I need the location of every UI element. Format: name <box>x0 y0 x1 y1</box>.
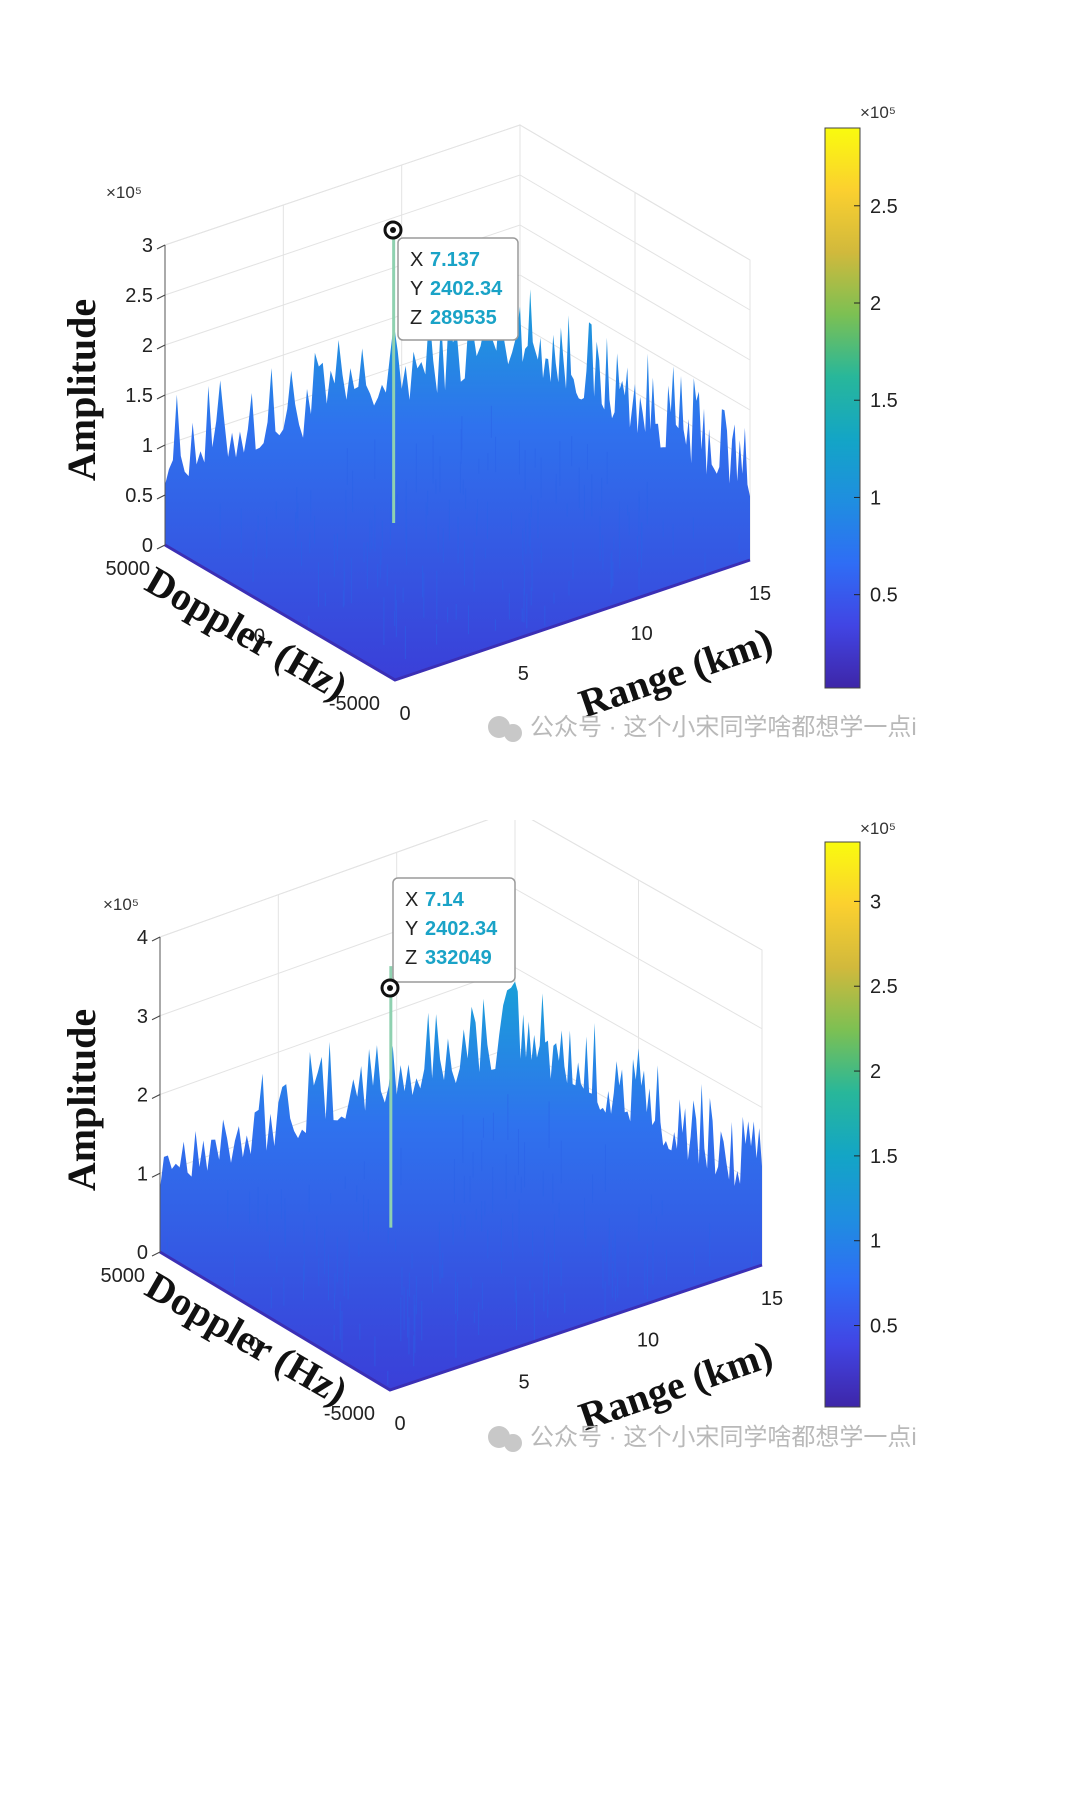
z-tick-label: 2 <box>142 335 153 357</box>
z-tick-label: 2 <box>137 1085 148 1107</box>
y-tick-label: -5000 <box>329 693 380 715</box>
z-tick <box>156 544 166 550</box>
y-tick-label: 5000 <box>106 558 151 580</box>
surface-texture <box>166 1094 753 1385</box>
x-tick-label: 0 <box>399 703 410 725</box>
x-tick-label: 0 <box>394 1413 405 1435</box>
colorbar-tick-label: 0.5 <box>870 585 898 607</box>
z-tick <box>156 294 166 300</box>
y-tick-label: 0 <box>249 1334 260 1356</box>
data-tip-value: 7.137 <box>430 249 480 271</box>
x-tick-label: 5 <box>518 663 529 685</box>
z-tick-label: 1 <box>137 1163 148 1185</box>
surface-group <box>164 289 751 682</box>
z-tick <box>156 494 166 500</box>
data-tip-value: 2402.34 <box>425 918 498 940</box>
x-tick-label: 10 <box>631 623 653 645</box>
wechat-icon-bubble <box>504 724 522 742</box>
data-tip-value: 332049 <box>425 947 492 969</box>
colorbar-tick-label: 2.5 <box>870 196 898 218</box>
colorbar-tick-label: 0.5 <box>870 1316 898 1338</box>
data-tip-box <box>397 237 519 341</box>
z-tick <box>151 1094 161 1099</box>
surface-texture <box>219 405 740 660</box>
data-tip-key: Y <box>410 278 423 300</box>
colorbar-tick-label: 2.5 <box>870 976 898 998</box>
data-tip-marker-dot <box>387 985 393 991</box>
z-tick <box>156 444 166 450</box>
wechat-icon-bubble <box>504 1434 522 1452</box>
data-tip-key: Z <box>410 307 422 329</box>
z-tick <box>156 394 166 400</box>
z-tick-label: 2.5 <box>125 285 153 307</box>
watermark: 公众号 · 这个小宋同学啥都想学一点i <box>488 1424 917 1452</box>
amplitude-surface <box>160 981 762 1390</box>
y-tick-label: 5000 <box>101 1265 146 1287</box>
x-tick-label: 5 <box>518 1371 529 1393</box>
watermark-text: 公众号 · 这个小宋同学啥都想学一点i <box>530 1424 917 1451</box>
colorbar <box>824 841 861 1408</box>
x-tick-label: 15 <box>749 583 771 605</box>
colorbar-tick-label: 1 <box>870 487 881 509</box>
watermark-text: 公众号 · 这个小宋同学啥都想学一点i <box>530 714 917 741</box>
z-tick-label: 1.5 <box>125 385 153 407</box>
amplitude-surface <box>165 289 750 680</box>
surface-front-edge <box>159 1250 763 1392</box>
data-tip-key: Z <box>405 947 417 969</box>
colorbar-tick-label: 2 <box>870 293 881 315</box>
data-tip-key: Y <box>405 918 418 940</box>
data-tip-value: 289535 <box>430 307 497 329</box>
data-tip-key: X <box>410 249 423 271</box>
z-tick <box>156 344 166 350</box>
surface-front-edge <box>164 543 751 682</box>
y-tick-label: 0 <box>254 626 265 648</box>
colorbar-exponent-label: ×10⁵ <box>860 103 896 122</box>
z-tick <box>151 1251 161 1257</box>
z-tick-label: 4 <box>137 927 148 949</box>
z-tick-label: 3 <box>137 1006 148 1028</box>
data-tip: X 7.14 Y 2402.34 Z 332049 <box>392 877 516 983</box>
colorbar-tick-label: 1.5 <box>870 390 898 412</box>
x-tick-label: 10 <box>637 1330 659 1352</box>
z-tick-label: 1 <box>142 435 153 457</box>
surface-plot-2: 0 1 2 3 4 ×10⁵ 0 5 10 15 -5000 0 5000 Amplitude Range … <box>0 809 1080 1580</box>
z-tick-label: 0 <box>137 1242 148 1264</box>
surface-plot-2-svg: 01234×10⁵051015-500005000AmplitudeRange … <box>59 809 917 1452</box>
data-tip-box <box>392 877 516 983</box>
colorbar-tick-label: 2 <box>870 1061 881 1083</box>
z-axis-title: Amplitude <box>59 1009 104 1191</box>
z-axis-title: Amplitude <box>59 299 104 481</box>
watermark: 公众号 · 这个小宋同学啥都想学一点i <box>488 714 917 742</box>
colorbar-exponent-label: ×10⁵ <box>860 820 896 838</box>
colorbar-tick-label: 3 <box>870 891 881 913</box>
colorbar-tick-label: 1 <box>870 1231 881 1253</box>
data-tip-key: X <box>405 889 418 911</box>
x-axis-title: Range (km) <box>573 618 778 726</box>
z-tick <box>151 1015 161 1021</box>
colorbar <box>824 127 861 689</box>
z-tick <box>151 936 161 942</box>
surface-plot-1: 0 0.5 1 1.5 2 2.5 3 ×10⁵ 0 5 10 15 -5000 0 5000 Amplitu… <box>0 0 1080 820</box>
z-tick <box>151 1172 161 1178</box>
surface-plot-1-svg: 00.511.522.53×10⁵051015-500005000Amplitu… <box>59 103 917 742</box>
z-tick-label: 3 <box>142 235 153 257</box>
data-tip-marker-dot <box>390 227 396 233</box>
surface-group <box>159 981 763 1392</box>
y-tick-label: -5000 <box>324 1403 375 1425</box>
data-tip-value: 7.14 <box>425 889 465 911</box>
z-tick <box>156 244 166 250</box>
z-exponent-label: ×10⁵ <box>103 895 139 914</box>
x-tick-label: 15 <box>761 1288 783 1310</box>
data-tip-value: 2402.34 <box>430 278 503 300</box>
colorbar-tick-label: 1.5 <box>870 1146 898 1168</box>
data-tip: X 7.137 Y 2402.34 Z 289535 <box>397 237 519 341</box>
z-tick-label: 0.5 <box>125 485 153 507</box>
z-tick-label: 0 <box>142 535 153 557</box>
z-exponent-label: ×10⁵ <box>106 183 142 202</box>
